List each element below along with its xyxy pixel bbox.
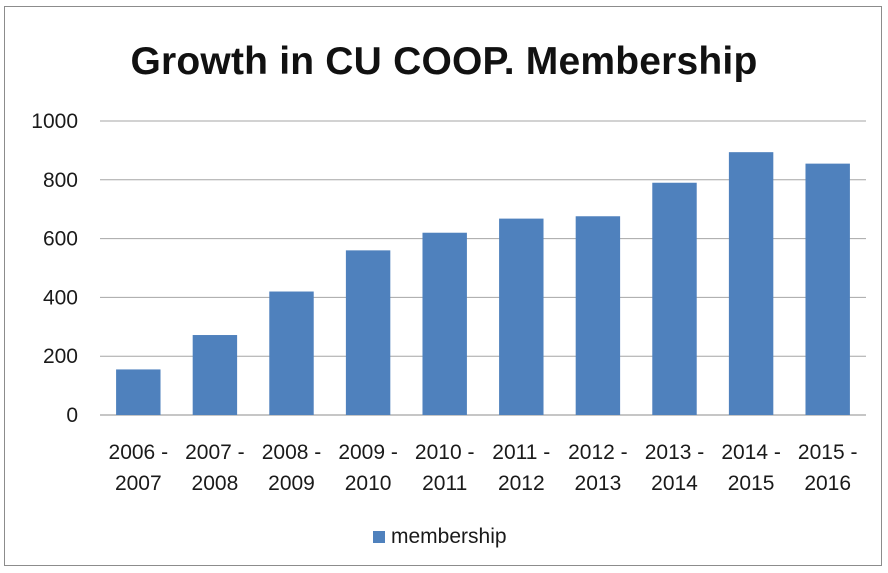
- chart-title: Growth in CU COOP. Membership: [130, 40, 758, 83]
- legend-swatch: [373, 531, 385, 543]
- legend-label: membership: [391, 525, 507, 548]
- x-tick-label: 2014 -2015: [721, 441, 781, 495]
- bar-8: [728, 152, 774, 415]
- y-tick-label: 400: [43, 286, 78, 309]
- x-tick-label: 2015 -2016: [798, 441, 858, 495]
- bar-5: [499, 218, 544, 415]
- legend: membership: [373, 525, 507, 549]
- x-tick-label: 2012 -2013: [568, 441, 628, 495]
- x-tick-label: 2006 -2007: [109, 441, 169, 495]
- bar-1: [192, 335, 238, 415]
- y-tick-label: 800: [43, 169, 78, 192]
- x-tick-label: 2013 -2014: [645, 441, 705, 495]
- bars: [116, 152, 850, 415]
- x-tick-label: 2009 -2010: [338, 441, 398, 495]
- bar-9: [805, 163, 850, 415]
- bar-2: [269, 291, 314, 415]
- x-tick-label: 2008 -2009: [262, 441, 322, 495]
- x-tick-label: 2011 -2012: [492, 441, 550, 495]
- y-axis-tick-labels: 0 200 400 600 800 1000: [31, 110, 78, 427]
- bar-0: [116, 369, 161, 415]
- y-tick-label: 1000: [31, 110, 78, 133]
- x-tick-label: 2007 -2008: [185, 441, 245, 495]
- x-axis-tick-labels: 2006 -2007 2007 -2008 2008 -2009 2009 -2010…: [109, 441, 858, 495]
- bar-7: [652, 182, 697, 415]
- bar-4: [422, 232, 467, 415]
- x-tick-label: 2010 -2011: [415, 441, 475, 495]
- y-tick-label: 200: [43, 345, 78, 368]
- bar-3: [345, 250, 391, 415]
- bar-6: [575, 216, 621, 415]
- y-tick-label: 0: [66, 404, 78, 427]
- y-tick-label: 600: [43, 228, 78, 251]
